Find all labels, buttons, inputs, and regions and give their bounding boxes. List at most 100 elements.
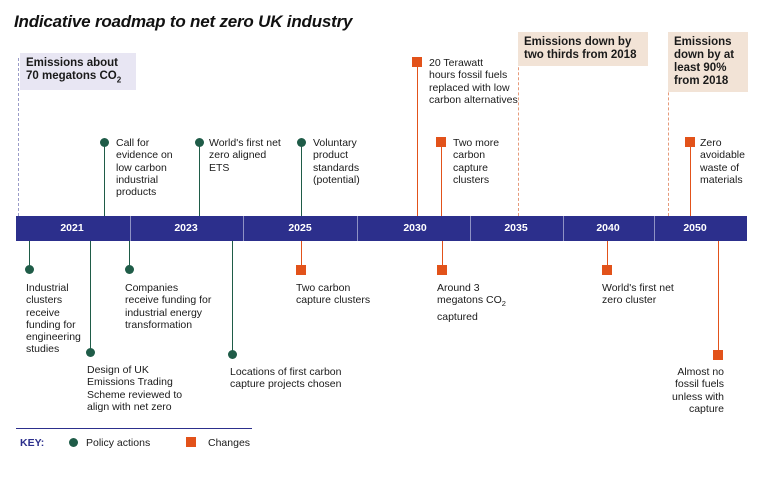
box-line: Emissions [674, 36, 732, 48]
connector-line [301, 241, 303, 266]
policy-dot [297, 138, 306, 147]
text-line: capture projects chosen [230, 378, 342, 391]
box-text: 70 megatons CO [26, 70, 117, 82]
connector-line [199, 143, 201, 216]
milestone-companies-funding: Companies receive funding for industrial… [125, 282, 211, 331]
change-square [437, 265, 447, 275]
timeline-separator [243, 216, 244, 241]
text-line: Two carbon [296, 282, 351, 294]
text-line: studies [26, 343, 60, 356]
text-line: receive funding for [125, 294, 212, 307]
policy-legend-dot [69, 438, 78, 447]
connector-line [29, 241, 31, 270]
year-label-2025: 2025 [288, 222, 312, 234]
text-line: clusters [26, 294, 63, 307]
text-line: replaced with low [429, 81, 510, 94]
text-line: engineering [26, 331, 81, 344]
connector-line [607, 241, 609, 266]
change-square [296, 265, 306, 275]
policy-dot [195, 138, 204, 147]
text-line: Almost no [677, 366, 724, 378]
subscript: 2 [501, 299, 506, 309]
box-line: Emissions down by [524, 36, 632, 48]
change-square [412, 57, 422, 67]
year-label-2040: 2040 [596, 222, 620, 234]
connector-line [90, 241, 92, 353]
policy-dot [25, 265, 34, 274]
box-line: from 2018 [674, 75, 729, 87]
connector-line [718, 241, 720, 353]
year-label-2021: 2021 [60, 222, 84, 234]
change-legend-square [186, 437, 196, 447]
milestone-zero-waste: Zero avoidable waste of materials [700, 137, 745, 186]
text-line: hours fossil fuels [429, 69, 508, 82]
text-line: Scheme reviewed to [87, 388, 183, 401]
year-label-2030: 2030 [403, 222, 427, 234]
subscript: 2 [116, 75, 122, 85]
timeline-separator [563, 216, 564, 241]
emissions-2035-box: Emissions down by two thirds from 2018 [518, 32, 648, 66]
text-line: standards [313, 161, 360, 174]
milestone-two-more-clusters: Two more carbon capture clusters [453, 137, 499, 186]
connector-line [129, 241, 131, 270]
text-line: Call for [116, 137, 150, 149]
year-label-2035: 2035 [504, 222, 528, 234]
milestone-first-net-zero-cluster: World's first net zero cluster [602, 282, 674, 307]
text-line: Voluntary [313, 137, 357, 149]
text-line: transformation [125, 318, 193, 331]
dashed-line-2050 [668, 32, 669, 216]
timeline-separator [470, 216, 471, 241]
change-square [436, 137, 446, 147]
text-line: zero aligned [209, 149, 267, 162]
milestone-design-ets: Design of UK Emissions Trading Scheme re… [87, 364, 182, 413]
policy-dot [228, 350, 237, 359]
text-line: Industrial [26, 282, 69, 294]
text-line: (potential) [313, 173, 360, 186]
text-line: funding for [26, 318, 76, 331]
connector-line [104, 143, 106, 216]
policy-dot [100, 138, 109, 147]
box-line: down by at [674, 49, 735, 61]
text-line: carbon [453, 149, 486, 162]
milestone-call-for-evidence: Call for evidence on low carbon industri… [116, 137, 173, 198]
text-line: receive [26, 306, 60, 319]
text-line: Design of UK [87, 364, 149, 376]
emissions-2050-box: Emissions down by at least 90% from 2018 [668, 32, 748, 92]
text-line: capture clusters [296, 294, 371, 307]
box-line: 70 megatons CO2 [26, 70, 130, 86]
text-line: captured [437, 310, 478, 323]
text-line: Locations of first carbon [230, 366, 342, 378]
year-label-2023: 2023 [174, 222, 198, 234]
milestone-locations-chosen: Locations of first carbon capture projec… [230, 366, 341, 391]
emissions-start-box: Emissions about 70 megatons CO2 [20, 53, 136, 91]
start-dashed-line [18, 58, 19, 216]
dashed-line-2035 [518, 32, 519, 216]
milestone-20-terawatt: 20 Terawatt hours fossil fuels replaced … [429, 57, 518, 106]
text-line: industrial [116, 173, 159, 186]
connector-line [417, 63, 419, 216]
timeline-bar [16, 216, 747, 241]
text-line: Zero [700, 137, 722, 149]
text-line: fossil fuels [674, 378, 724, 391]
text-span: megatons CO [437, 294, 502, 307]
milestone-almost-no-fossil-fuels: Almost no fossil fuels unless with captu… [660, 366, 724, 415]
change-square [685, 137, 695, 147]
text-line: unless with [672, 390, 724, 403]
text-line: avoidable [700, 149, 745, 162]
connector-line [690, 143, 692, 216]
timeline-separator [654, 216, 655, 241]
text-line: capture [688, 402, 724, 415]
text-line: low carbon [116, 161, 167, 174]
text-line: megatons CO2 [437, 294, 506, 310]
box-line: Emissions about [26, 57, 119, 69]
text-line: World's first net [602, 282, 674, 294]
key-label: KEY: [20, 437, 45, 449]
text-line: ETS [209, 161, 230, 174]
change-legend-label: Changes [208, 437, 251, 449]
page-title: Indicative roadmap to net zero UK indust… [14, 12, 353, 31]
box-line: two thirds from 2018 [524, 49, 637, 61]
text-line: World's first net [209, 137, 281, 149]
change-square [713, 350, 723, 360]
text-line: Two more [453, 137, 500, 149]
text-line: align with net zero [87, 400, 172, 413]
